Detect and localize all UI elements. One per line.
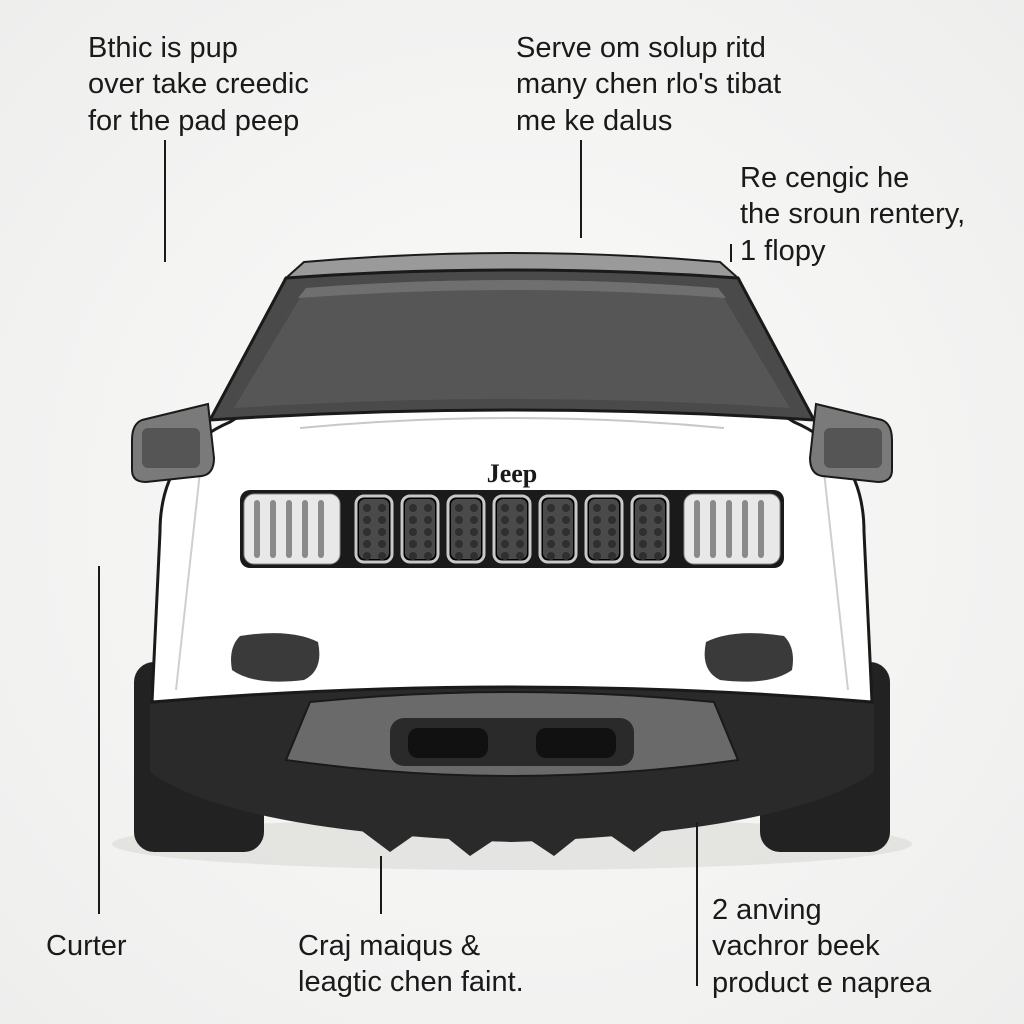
annotation-bottom-center: Craj maiqus & leagtic chen faint. bbox=[298, 928, 524, 1001]
leader-bottom-right bbox=[696, 822, 698, 986]
leader-bottom-left bbox=[98, 566, 100, 914]
brand-badge: Jeep bbox=[487, 459, 538, 488]
leader-top-right-1 bbox=[580, 140, 582, 238]
vehicle-illustration: Jeep bbox=[90, 232, 934, 872]
leader-bottom-center bbox=[380, 856, 382, 914]
leader-top-right-2 bbox=[730, 244, 732, 262]
leader-top-left bbox=[164, 140, 166, 262]
annotation-bottom-left: Curter bbox=[46, 928, 127, 964]
annotation-top-left: Bthic is pup over take creedic for the p… bbox=[88, 30, 309, 139]
annotation-top-right-2: Re cengic he the sroun rentery, 1 flopy bbox=[740, 160, 965, 269]
diagram-canvas: Jeep Bthic is pup over take creedic for … bbox=[0, 0, 1024, 1024]
annotation-bottom-right: 2 anving vachror beek product e naprea bbox=[712, 892, 931, 1001]
annotation-top-right-1: Serve om solup ritd many chen rlo's tiba… bbox=[516, 30, 781, 139]
